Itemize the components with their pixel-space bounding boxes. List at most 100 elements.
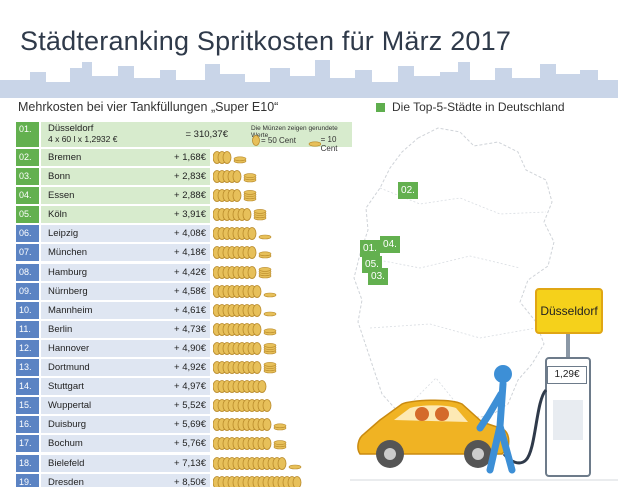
table-row: 09. Nürnberg + 4,58€ (16, 282, 336, 301)
coin-stack (213, 418, 287, 432)
coin-stack (213, 361, 277, 374)
coin-50-cent (262, 437, 272, 451)
ranking-table: 01. Düsseldorf 4 x 60 l x 1,2932 € = 310,37… (16, 121, 352, 487)
coin-10-icon (308, 141, 321, 147)
city-name: Leipzig (48, 228, 79, 240)
city-name: Bielefeld (48, 457, 85, 469)
coin-stack (213, 322, 277, 336)
extra-cost-value: + 4,90€ (174, 342, 206, 354)
coin-10-cent (253, 209, 267, 214)
coin-key-10-label: = 10 Cent (320, 135, 338, 153)
extra-cost-value: + 4,08€ (174, 228, 206, 240)
rank-label: 17. (16, 435, 39, 453)
coin-key-50-label: = 50 Cent (261, 136, 296, 145)
rank-label: 16. (16, 416, 39, 434)
coin-50-cent (222, 151, 232, 164)
coin-10-cent (273, 423, 287, 429)
city-name: Dortmund (48, 362, 90, 374)
coin-stack (213, 303, 277, 317)
table-row: 08. Hamburg + 4,42€ (16, 263, 336, 282)
table-row: 11. Berlin + 4,73€ (16, 320, 336, 339)
row-body: Köln + 3,91€ (41, 206, 210, 224)
row-body: Wuppertal + 5,52€ (41, 397, 210, 415)
extra-cost-value: + 1,68€ (174, 152, 206, 163)
table-row: 02. Bremen + 1,68€ (16, 148, 336, 167)
table-row: 01. Düsseldorf 4 x 60 l x 1,2932 € = 310,37… (16, 121, 352, 153)
rank-label: 01. (16, 122, 39, 147)
coin-10-cent (258, 251, 272, 257)
row-body: Bochum + 5,76€ (41, 435, 210, 453)
coin-50-cent (252, 303, 262, 317)
row-body: Hannover + 4,90€ (41, 339, 210, 357)
table-row: 04. Essen + 2,88€ (16, 186, 336, 205)
rank-label: 13. (16, 359, 39, 377)
extra-cost-value: + 4,73€ (174, 323, 206, 335)
city-name: Köln (48, 209, 68, 221)
rank-label: 08. (16, 263, 39, 281)
coin-50-icon (252, 135, 260, 146)
coin-50-cent (252, 361, 262, 374)
car-fueling-illustration (350, 334, 618, 481)
coin-note: Die Münzen zeigen gerundete Werte (251, 125, 338, 139)
coin-50-cent (257, 380, 267, 394)
coin-stack (213, 246, 272, 260)
coin-50-cent (277, 456, 287, 470)
coin-stack (213, 170, 257, 183)
table-row: 17. Bochum + 5,76€ (16, 434, 336, 453)
rank-label: 18. (16, 454, 39, 472)
coin-10-cent (288, 464, 302, 469)
table-row: 18. Bielefeld + 7,13€ (16, 454, 336, 473)
rank-label: 14. (16, 378, 39, 396)
row-body: Stuttgart + 4,97€ (41, 378, 210, 396)
extra-cost-value: + 5,69€ (174, 419, 206, 431)
coin-10-cent (258, 235, 272, 240)
row-body: Bremen + 1,68€ (41, 149, 210, 166)
legend-label: Die Top-5-Städte in Deutschland (392, 100, 565, 114)
coin-10-cent (258, 266, 272, 272)
city-name: Duisburg (48, 419, 87, 431)
map-marker-03: 03. (368, 268, 388, 285)
row-body: Essen + 2,88€ (41, 187, 210, 205)
extra-cost-value: + 2,88€ (174, 190, 206, 202)
table-row: 16. Duisburg + 5,69€ (16, 415, 336, 434)
coin-stack (213, 456, 302, 470)
coin-stack (213, 151, 247, 164)
extra-cost-value: + 4,18€ (174, 247, 206, 259)
extra-cost-value: + 4,92€ (174, 362, 206, 374)
table-row: 10. Mannheim + 4,61€ (16, 301, 336, 320)
extra-cost-value: + 4,97€ (174, 381, 206, 393)
map-marker-02: 02. (398, 182, 418, 199)
germany-map: 02. 01. 04. 05. 03. (340, 118, 618, 487)
rank-label: 06. (16, 225, 39, 243)
table-row: 06. Leipzig + 4,08€ (16, 224, 336, 243)
coin-stack (213, 342, 277, 355)
row-body: Düsseldorf 4 x 60 l x 1,2932 € = 310,37€ Di… (41, 122, 352, 153)
extra-cost-value: + 5,52€ (174, 400, 206, 412)
total-cost: = 310,37€ (185, 129, 228, 140)
table-row: 15. Wuppertal + 5,52€ (16, 396, 336, 415)
coin-50-cent (252, 342, 262, 355)
rank-label: 03. (16, 168, 39, 186)
city-name: Düsseldorf (48, 123, 94, 134)
city-name: Hamburg (48, 266, 88, 278)
coin-50-cent (247, 227, 257, 241)
coin-50-cent (232, 170, 242, 183)
map-marker-01: 01. (360, 240, 380, 257)
table-row: 13. Dortmund + 4,92€ (16, 358, 336, 377)
row-body: Bonn + 2,83€ (41, 168, 210, 186)
page-title: Städteranking Spritkosten für März 2017 (20, 26, 512, 56)
extra-cost-value: + 7,13€ (174, 457, 206, 469)
coin-50-cent (252, 284, 262, 298)
city-name: Bonn (48, 171, 71, 183)
row-body: Hamburg + 4,42€ (41, 263, 210, 281)
city-name: Stuttgart (48, 381, 84, 393)
coin-10-cent (263, 343, 277, 348)
table-row: 03. Bonn + 2,83€ (16, 167, 336, 186)
coin-50-cent (247, 265, 257, 279)
row-body: Duisburg + 5,69€ (41, 416, 210, 434)
coin-10-cent (233, 156, 247, 162)
city-name: Wuppertal (48, 400, 92, 412)
city-name: Berlin (48, 323, 73, 335)
coin-key-10: = 10 Cent (308, 135, 352, 153)
skyline-band (0, 88, 618, 96)
